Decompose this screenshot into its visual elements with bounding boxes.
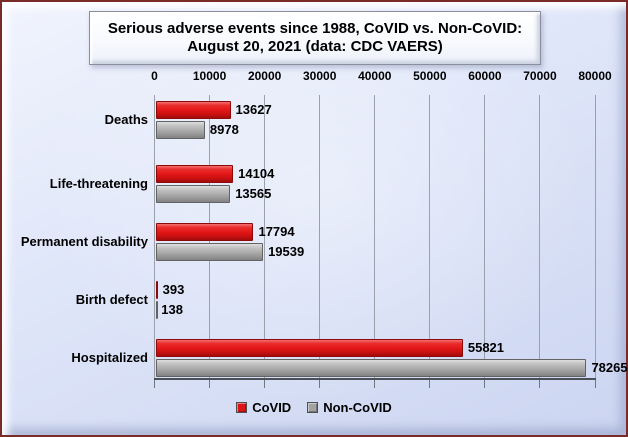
x-axis-tick-70000 [539, 380, 541, 388]
x-axis-tick-label-60000: 60000 [468, 69, 502, 83]
legend-item-non-covid: Non-CoVID [307, 400, 392, 415]
value-label-covid-permanent-disability: 17794 [258, 224, 295, 239]
x-axis-tick-label-10000: 10000 [192, 69, 227, 83]
chart-title-line1: Serious adverse events since 1988, CoVID… [107, 19, 523, 37]
gridline-80000 [594, 95, 596, 378]
value-label-non-covid-deaths: 8978 [209, 122, 239, 137]
x-axis-tick-50000 [429, 380, 431, 388]
x-axis-tick-label-0: 0 [151, 69, 158, 83]
bar-covid-permanent-disability [155, 223, 254, 241]
bar-non-covid-hospitalized [155, 359, 587, 377]
x-axis-tick-label-30000: 30000 [303, 69, 337, 83]
value-label-non-covid-birth-defect: 138 [161, 302, 183, 317]
value-label-covid-hospitalized: 55821 [467, 340, 505, 355]
bar-covid-hospitalized [155, 339, 463, 357]
value-label-covid-life-threatening: 14104 [238, 166, 275, 181]
chart-title-line2: August 20, 2021 (data: CDC VAERS) [187, 38, 443, 55]
gridline-0 [154, 95, 155, 378]
bar-non-covid-permanent-disability [155, 243, 264, 261]
bar-covid-life-threatening [155, 165, 234, 183]
x-axis-tick-10000 [209, 380, 211, 388]
bar-non-covid-deaths [155, 121, 205, 139]
legend: CoVID Non-CoVID [2, 400, 626, 415]
legend-item-covid: CoVID [236, 400, 291, 415]
bar-covid-deaths [155, 101, 231, 119]
category-label-birth-defect: Birth defect [75, 292, 148, 307]
gridline-60000 [484, 95, 486, 378]
chart-title: Serious adverse events since 1988, CoVID… [89, 11, 541, 65]
gridline-20000 [264, 95, 266, 378]
x-axis-tick-label-70000: 70000 [523, 69, 557, 83]
legend-label-non-covid: Non-CoVID [323, 400, 392, 415]
value-label-non-covid-life-threatening: 13565 [235, 186, 272, 201]
legend-label-covid: CoVID [252, 400, 292, 415]
x-axis-tick-label-20000: 20000 [247, 69, 282, 83]
gridline-50000 [429, 95, 431, 378]
gridline-30000 [319, 95, 321, 378]
x-axis-tick-label-80000: 80000 [578, 69, 612, 83]
bar-non-covid-birth-defect [155, 301, 158, 319]
x-axis-tick-20000 [264, 380, 266, 388]
value-label-non-covid-hospitalized: 78265 [591, 360, 628, 375]
x-axis-tick-80000 [594, 380, 596, 388]
category-label-hospitalized: Hospitalized [71, 350, 148, 365]
x-axis-tick-label-50000: 50000 [413, 69, 447, 83]
category-label-permanent-disability: Permanent disability [20, 234, 148, 249]
bar-non-covid-life-threatening [155, 185, 231, 203]
x-axis-tick-60000 [484, 380, 486, 388]
value-label-non-covid-permanent-disability: 19539 [268, 244, 305, 259]
legend-swatch-non-covid [307, 402, 319, 413]
category-label-life-threatening: Life-threatening [49, 176, 148, 191]
x-axis-tick-0 [154, 380, 155, 388]
value-label-covid-birth-defect: 393 [162, 282, 185, 297]
gridline-40000 [374, 95, 376, 378]
gridline-70000 [539, 95, 541, 378]
x-axis-tick-40000 [374, 380, 376, 388]
x-axis-line [153, 378, 596, 380]
bar-covid-birth-defect [155, 281, 158, 299]
legend-swatch-covid [236, 402, 248, 413]
x-axis-tick-30000 [319, 380, 321, 388]
x-axis-tick-label-40000: 40000 [358, 69, 392, 83]
value-label-covid-deaths: 13627 [235, 102, 272, 117]
category-label-deaths: Deaths [104, 112, 148, 127]
